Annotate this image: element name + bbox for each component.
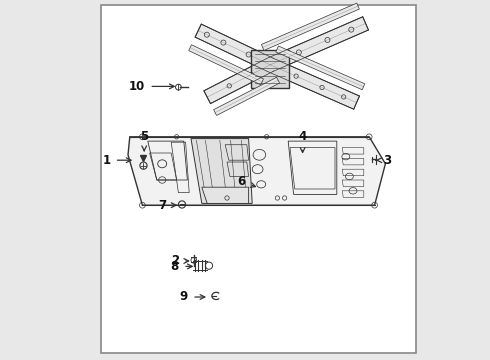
Polygon shape xyxy=(261,3,359,50)
Text: 4: 4 xyxy=(298,130,307,152)
Polygon shape xyxy=(189,45,264,85)
Text: 3: 3 xyxy=(376,154,391,167)
Text: 8: 8 xyxy=(171,260,192,273)
Polygon shape xyxy=(191,139,252,203)
Polygon shape xyxy=(202,187,248,203)
Polygon shape xyxy=(195,24,273,71)
FancyBboxPatch shape xyxy=(251,50,289,88)
Text: 5: 5 xyxy=(140,130,148,151)
Text: 2: 2 xyxy=(171,255,189,267)
Text: 9: 9 xyxy=(180,291,205,303)
Polygon shape xyxy=(276,46,365,90)
FancyBboxPatch shape xyxy=(101,5,416,353)
Polygon shape xyxy=(268,17,368,71)
Polygon shape xyxy=(268,58,360,109)
Polygon shape xyxy=(128,137,386,205)
Text: 6: 6 xyxy=(237,175,255,188)
Polygon shape xyxy=(214,77,280,116)
Text: 10: 10 xyxy=(129,80,174,93)
Polygon shape xyxy=(204,58,273,104)
Text: 1: 1 xyxy=(102,154,131,167)
Text: 7: 7 xyxy=(158,199,176,212)
